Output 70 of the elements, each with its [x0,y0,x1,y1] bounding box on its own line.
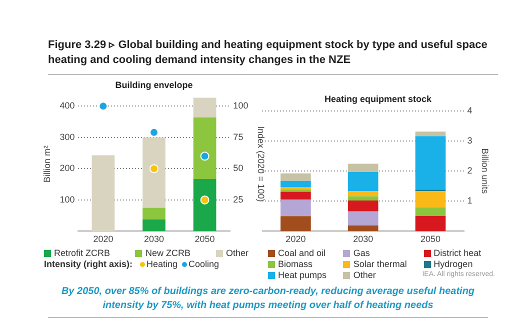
bar [348,164,378,172]
point [150,164,158,174]
y-tick-label: 100 [60,194,75,204]
y-axis-title: Billion m² [42,145,52,183]
x-tick-label: 2020 [286,234,306,244]
bar [280,186,311,190]
bar [348,172,378,192]
bar [348,211,378,226]
point [200,195,210,204]
legend-label: Gas [352,248,371,258]
bar [415,132,446,136]
bar [415,191,446,208]
y-tick-label: 200 [60,163,75,174]
bar [280,189,311,192]
bar [415,136,446,190]
y2-tick-label: 100 [233,100,248,111]
legend-label: New ZCRB [144,248,192,258]
y2-tick-label: 4 [467,105,472,116]
bar [92,155,115,232]
legend-label: Other [224,248,250,258]
legend-label: Hydrogen [432,259,474,269]
x-tick-label: 2050 [194,234,215,244]
bar [142,219,166,232]
x-tick-label: 2020 [93,234,114,244]
bar [280,173,311,181]
bar [348,200,378,212]
bar [193,98,216,118]
bar [142,208,166,220]
legend-title: Intensity (right axis): [44,259,133,269]
y2-axis-title: Index (2020 = 100) [256,126,266,202]
bar [280,216,311,232]
y2-axis-title: Billion units [480,148,490,194]
bar [415,207,446,216]
x-tick-label: 2030 [144,234,164,244]
bar [193,117,216,180]
bar [280,180,311,187]
legend-label: Retrofit ZCRB [53,248,112,258]
x-tick-label: 2030 [353,234,374,244]
bar [280,200,311,216]
legend-label: Heat pumps [277,270,328,280]
y2-tick-label: 1 [467,196,472,206]
legend-label: District heat [432,248,482,258]
legend-label: Cooling [188,259,220,269]
bar [280,192,311,200]
legend-label: Coal and oil [277,248,327,258]
y2-tick-label: 25 [233,194,244,204]
bar [348,191,378,196]
y2-tick-label: 3 [467,135,472,146]
chart-title: Heating equipment stock [324,94,432,104]
y2-tick-label: 75 [233,132,244,142]
y-tick-label: 400 [60,100,75,111]
caption: Figure 3.29 ▹ Global building and heating equipment stock by type and useful space heating and cooling demand intensity changes in the NZE [48,38,498,75]
legend-label: Other [352,270,377,280]
x-tick-label: 2050 [420,234,441,244]
chart-title: Building envelope [115,80,193,90]
text: By 2050, over 85% of buildings are zero-carbon-ready, reducing average useful heating intensity by 75%, with heat pumps meeting over half of heating needs [48,285,488,318]
y-tick-label: 300 [60,132,75,142]
point [200,152,210,161]
bar [142,137,166,208]
bar [193,179,216,232]
point [98,102,108,111]
bar [415,216,446,232]
legend-label: Solar thermal [352,259,408,269]
point [150,128,158,137]
legend-label: Heating [146,259,178,269]
y2-tick-label: 2 [467,165,472,176]
legend-label: Biomass [277,259,314,269]
bar [348,225,378,232]
y2-tick-label: 50 [233,163,244,174]
bar [348,196,378,200]
